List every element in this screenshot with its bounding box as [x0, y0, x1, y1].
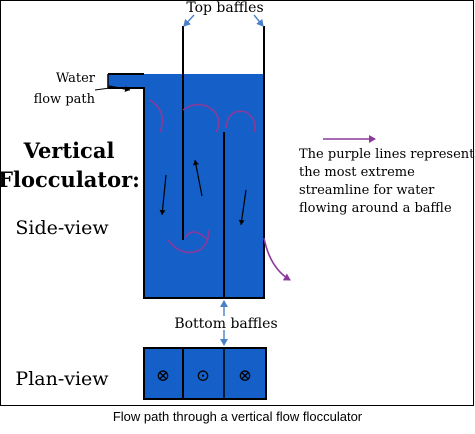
tank-outline	[108, 73, 265, 299]
note-line-4: flowing around a baffle	[299, 201, 452, 216]
plan-view-label: Plan-view	[15, 368, 109, 390]
note-line-3: streamline for water	[299, 183, 435, 198]
note-line-2: the most extreme	[299, 165, 415, 180]
water-flow-label-2: flow path	[34, 92, 96, 107]
bottom-baffles-label: Bottom baffles	[174, 316, 277, 332]
top-baffles-label: Top baffles	[186, 0, 263, 16]
side-view-label: Side-view	[15, 217, 109, 239]
streamlines	[149, 99, 291, 281]
title-line-1: Vertical	[23, 138, 115, 163]
note-line-1: The purple lines represent	[299, 147, 475, 162]
plan-view-tank	[143, 347, 267, 400]
title-line-2: Flocculator:	[0, 167, 140, 192]
annotation-arrows	[183, 14, 264, 346]
water-path-leader	[94, 87, 111, 91]
flocculator-diagram: ⊗ ⊙ ⊗ Top baffles Water flow path Vertic…	[0, 0, 475, 400]
plan-symbol-1: ⊗	[156, 366, 170, 386]
figure-caption: Flow path through a vertical flow floccu…	[112, 409, 363, 424]
plan-symbol-3: ⊗	[238, 366, 252, 386]
plan-symbol-2: ⊙	[196, 366, 210, 386]
flow-arrows	[108, 85, 247, 226]
water-flow-label-1: Water	[56, 71, 96, 86]
